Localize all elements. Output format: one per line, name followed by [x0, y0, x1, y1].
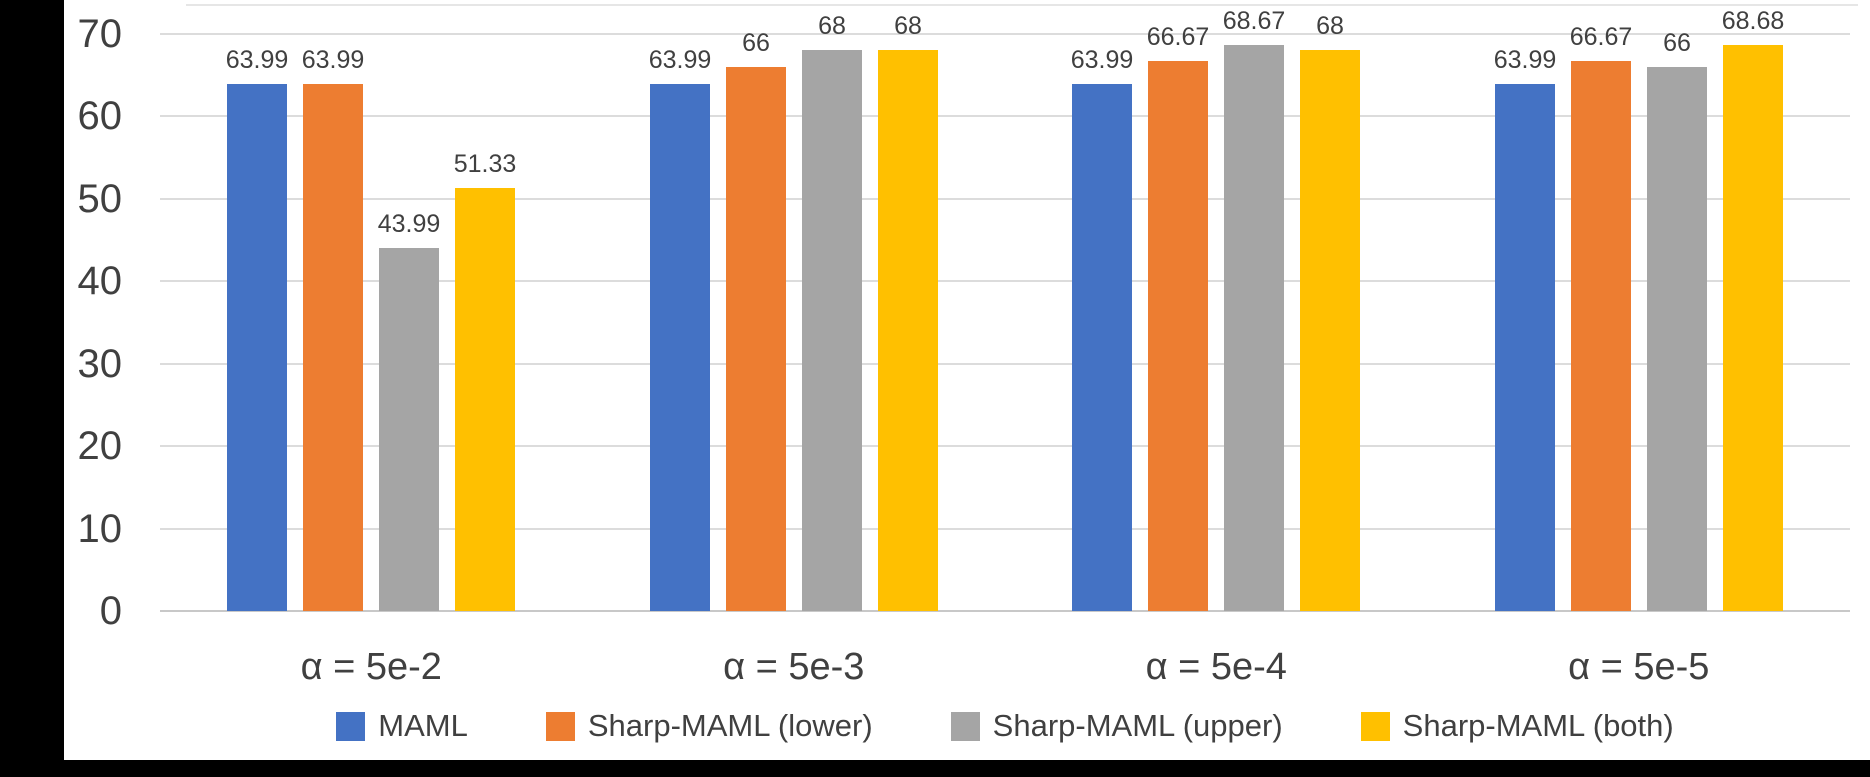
bar-value-label: 68.68 — [1721, 7, 1785, 35]
bar-sharp-maml-upper--cat2 — [802, 50, 862, 611]
bar-sharp-maml-both--cat3 — [1300, 50, 1360, 611]
bar-sharp-maml-lower--cat4 — [1571, 61, 1631, 611]
y-tick-label-70: 70 — [77, 12, 123, 56]
legend-swatch-icon — [950, 711, 980, 741]
legend-item-maml: MAML — [336, 708, 468, 744]
bar-value-label: 43.99 — [377, 210, 441, 238]
gridline-0 — [160, 610, 1850, 612]
legend-label: Sharp-MAML (lower) — [587, 708, 873, 743]
bar-value-label: 63.99 — [225, 46, 289, 74]
bar-sharp-maml-lower--cat3 — [1148, 61, 1208, 611]
legend-label: Sharp-MAML (both) — [1402, 708, 1674, 743]
bar-maml-cat3 — [1072, 84, 1132, 611]
letterbox-bottom — [0, 760, 1870, 777]
bar-maml-cat1 — [227, 84, 287, 611]
bar-value-label: 63.99 — [1070, 46, 1134, 74]
bar-value-label: 68 — [1316, 12, 1344, 40]
bar-value-label: 68 — [894, 12, 922, 40]
gridline-20 — [160, 445, 1850, 447]
bar-value-label: 66 — [1663, 29, 1691, 57]
bar-maml-cat2 — [650, 84, 710, 611]
legend-swatch-icon — [1360, 711, 1390, 741]
x-category-label-2: α = 5e-3 — [723, 646, 865, 688]
legend-item-sharp-maml-upper-: Sharp-MAML (upper) — [950, 708, 1283, 744]
x-category-label-3: α = 5e-4 — [1145, 646, 1287, 688]
y-tick-label-50: 50 — [77, 177, 123, 221]
bar-sharp-maml-upper--cat3 — [1224, 45, 1284, 611]
y-tick-label-30: 30 — [77, 342, 123, 386]
bar-sharp-maml-both--cat2 — [878, 50, 938, 611]
bar-sharp-maml-lower--cat1 — [303, 84, 363, 611]
y-tick-label-40: 40 — [77, 259, 123, 303]
bar-value-label: 63.99 — [301, 46, 365, 74]
bar-sharp-maml-both--cat1 — [455, 188, 515, 611]
x-category-label-4: α = 5e-5 — [1568, 646, 1710, 688]
bar-value-label: 68.67 — [1222, 7, 1286, 35]
bar-sharp-maml-lower--cat2 — [726, 67, 786, 611]
bar-value-label: 51.33 — [453, 150, 517, 178]
legend-item-sharp-maml-lower-: Sharp-MAML (lower) — [545, 708, 873, 744]
legend-label: Sharp-MAML (upper) — [992, 708, 1283, 743]
gridline-30 — [160, 363, 1850, 365]
y-tick-label-0: 0 — [99, 589, 122, 633]
gridline-60 — [160, 115, 1850, 117]
bar-maml-cat4 — [1495, 84, 1555, 611]
x-category-label-1: α = 5e-2 — [300, 646, 442, 688]
bar-value-label: 68 — [818, 12, 846, 40]
legend-swatch-icon — [545, 711, 575, 741]
bar-sharp-maml-upper--cat1 — [379, 248, 439, 611]
letterbox-left — [0, 0, 64, 777]
gridline-10 — [160, 528, 1850, 530]
legend-swatch-icon — [336, 711, 366, 741]
gridline-70 — [160, 33, 1850, 35]
bar-value-label: 66 — [742, 29, 770, 57]
bar-value-label: 63.99 — [648, 46, 712, 74]
legend-item-sharp-maml-both-: Sharp-MAML (both) — [1360, 708, 1674, 744]
gridline-50 — [160, 198, 1850, 200]
y-tick-label-60: 60 — [77, 94, 123, 138]
bar-value-label: 63.99 — [1493, 46, 1557, 74]
gridline-40 — [160, 280, 1850, 282]
bar-value-label: 66.67 — [1146, 23, 1210, 51]
chart-legend: MAML Sharp-MAML (lower) Sharp-MAML (upper)… — [160, 703, 1850, 749]
bar-value-label: 66.67 — [1569, 23, 1633, 51]
y-tick-label-20: 20 — [77, 424, 123, 468]
y-tick-label-10: 10 — [77, 507, 123, 551]
bar-sharp-maml-both--cat4 — [1723, 45, 1783, 611]
bar-sharp-maml-upper--cat4 — [1647, 67, 1707, 611]
chart-top-border — [186, 4, 1858, 6]
bar-chart-panel: 0 10 20 30 40 50 60 70 63.99 63.99 43.99 51.33 63.9… — [64, 0, 1870, 760]
legend-label: MAML — [378, 708, 468, 743]
